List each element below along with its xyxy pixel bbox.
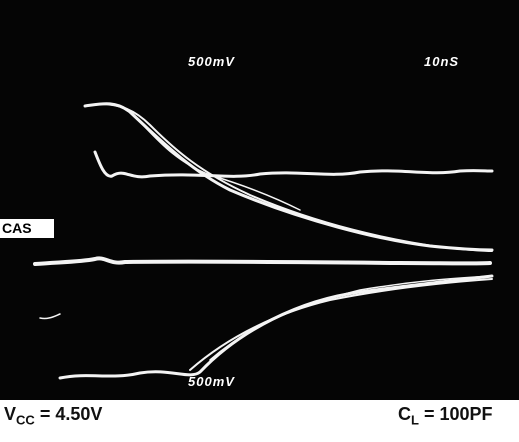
top-voltage-label: 500mV: [188, 54, 235, 69]
load-subscript: L: [411, 412, 419, 428]
load-label: CL = 100PF: [398, 404, 493, 428]
trace-flat: [93, 150, 494, 179]
trace-rise-2: [189, 278, 493, 371]
bottom-voltage-label: 500mV: [188, 374, 235, 389]
load-symbol: C: [398, 404, 411, 424]
load-value: = 100PF: [423, 404, 493, 424]
vcc-subscript: CC: [16, 412, 35, 428]
vcc-symbol: V: [4, 404, 17, 424]
vcc-value: = 4.50V: [39, 404, 103, 424]
channel-label: CAS: [0, 219, 54, 238]
trace-rise-1: [58, 274, 494, 380]
trace-fall-2: [99, 103, 493, 252]
vcc-label: VCC = 4.50V: [4, 404, 102, 428]
traces: [33, 102, 494, 380]
trace-fragment: [39, 313, 61, 320]
trace-rise-3: [209, 275, 493, 361]
trace-baseline: [33, 256, 492, 266]
time-base-label: 10nS: [424, 54, 460, 69]
